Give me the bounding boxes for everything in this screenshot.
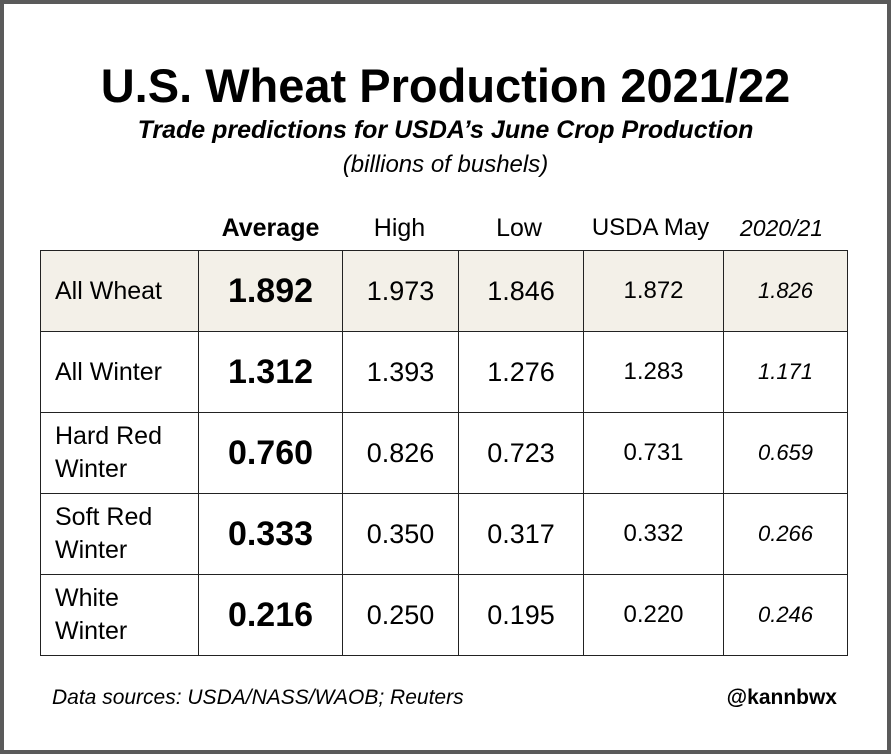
cell-usda-may: 0.731: [583, 412, 724, 494]
table-row: White Winter 0.216 0.250 0.195 0.220 0.246: [40, 574, 848, 656]
cell-average: 0.216: [198, 574, 343, 656]
cell-low: 1.276: [458, 331, 584, 413]
data-table: All Wheat 1.892 1.973 1.846 1.872 1.826 All Wi…: [40, 250, 848, 656]
cell-usda-may: 0.220: [583, 574, 724, 656]
cell-low: 1.846: [458, 250, 584, 332]
cell-2020-21: 0.659: [723, 412, 848, 494]
cell-average: 1.312: [198, 331, 343, 413]
column-header-average: Average: [221, 214, 320, 242]
row-label: Soft Red Winter: [40, 493, 199, 575]
cell-high: 0.250: [342, 574, 459, 656]
table-row: Soft Red Winter 0.333 0.350 0.317 0.332 0.266: [40, 493, 848, 575]
cell-average: 1.892: [198, 250, 343, 332]
author-handle: @kannbwx: [726, 686, 837, 709]
column-header-low: Low: [496, 214, 542, 242]
chart-subtitle: Trade predictions for USDA’s June Crop P…: [137, 116, 754, 144]
table-row: Hard Red Winter 0.760 0.826 0.723 0.731 0.659: [40, 412, 848, 494]
table-row: All Winter 1.312 1.393 1.276 1.283 1.171: [40, 331, 848, 413]
data-source-note: Data sources: USDA/NASS/WAOB; Reuters: [52, 686, 464, 709]
cell-low: 0.195: [458, 574, 584, 656]
units-label: (billions of bushels): [342, 151, 549, 178]
cell-average: 0.760: [198, 412, 343, 494]
row-label: Hard Red Winter: [40, 412, 199, 494]
chart-title: U.S. Wheat Production 2021/22: [100, 59, 791, 112]
cell-2020-21: 1.826: [723, 250, 848, 332]
cell-low: 0.723: [458, 412, 584, 494]
column-header-high: High: [373, 214, 426, 242]
cell-2020-21: 0.266: [723, 493, 848, 575]
cell-usda-may: 0.332: [583, 493, 724, 575]
row-label: All Winter: [40, 331, 199, 413]
row-label: White Winter: [40, 574, 199, 656]
row-label: All Wheat: [40, 250, 199, 332]
cell-high: 0.350: [342, 493, 459, 575]
column-header-2020-21: 2020/21: [739, 215, 824, 241]
cell-average: 0.333: [198, 493, 343, 575]
table-card: U.S. Wheat Production 2021/22 Trade pred…: [4, 4, 887, 750]
cell-high: 1.393: [342, 331, 459, 413]
cell-high: 1.973: [342, 250, 459, 332]
cell-low: 0.317: [458, 493, 584, 575]
cell-2020-21: 0.246: [723, 574, 848, 656]
cell-usda-may: 1.283: [583, 331, 724, 413]
table-row: All Wheat 1.892 1.973 1.846 1.872 1.826: [40, 250, 848, 332]
cell-2020-21: 1.171: [723, 331, 848, 413]
cell-high: 0.826: [342, 412, 459, 494]
cell-usda-may: 1.872: [583, 250, 724, 332]
column-header-usda-may: USDA May: [591, 214, 710, 241]
